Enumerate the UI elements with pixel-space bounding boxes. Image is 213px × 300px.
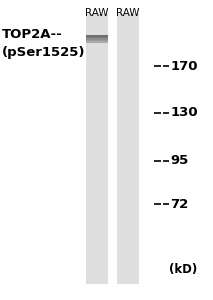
Text: RAW: RAW: [85, 8, 109, 18]
Text: 95: 95: [170, 154, 189, 167]
Text: (kD): (kD): [169, 263, 198, 277]
Bar: [86, 41, 108, 43]
Text: 170: 170: [170, 59, 198, 73]
Bar: [86, 38, 108, 40]
Text: RAW: RAW: [116, 8, 140, 18]
Text: 72: 72: [170, 197, 189, 211]
Bar: [86, 37, 108, 38]
Text: TOP2A--: TOP2A--: [2, 28, 63, 41]
Text: (pSer1525): (pSer1525): [2, 46, 86, 59]
Bar: [86, 14, 108, 284]
Text: 130: 130: [170, 106, 198, 119]
Bar: [117, 14, 139, 284]
Bar: [86, 40, 108, 41]
Bar: [86, 35, 108, 37]
